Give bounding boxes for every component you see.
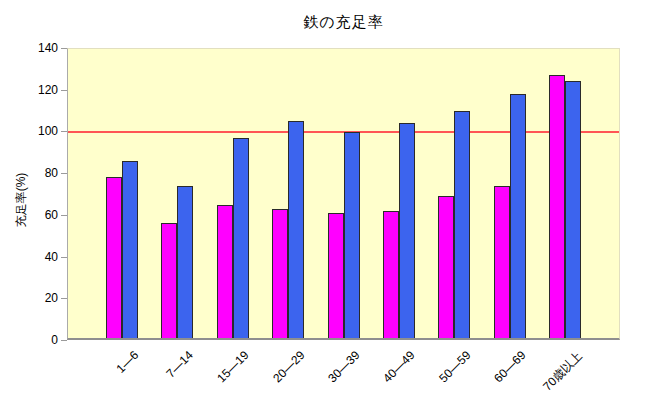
y-tick-mark: [61, 215, 67, 216]
y-tick-mark: [61, 48, 67, 49]
x-tick-label: 50—59: [436, 348, 473, 385]
y-tick-label: 120: [22, 82, 58, 98]
x-tick-label: 70歳以上: [539, 348, 586, 395]
y-tick-label: 40: [22, 249, 58, 265]
y-tick-mark: [61, 131, 67, 132]
y-tick-label: 20: [22, 290, 58, 306]
y-tick-label: 0: [22, 332, 58, 348]
x-tick-label: 30—39: [325, 348, 362, 385]
y-tick-label: 80: [22, 165, 58, 181]
bar-blue: [454, 111, 470, 338]
x-tick-label: 1—6: [113, 348, 141, 376]
bar-blue: [510, 94, 526, 338]
bar-blue: [399, 123, 415, 338]
bar-magenta: [549, 75, 565, 338]
y-tick-mark: [61, 340, 67, 341]
bar-blue: [233, 138, 249, 338]
bar-magenta: [494, 186, 510, 338]
y-tick-mark: [61, 298, 67, 299]
y-tick-label: 100: [22, 123, 58, 139]
x-tick-label: 15—19: [214, 348, 251, 385]
bar-magenta: [106, 177, 122, 338]
bar-magenta: [328, 213, 344, 338]
x-tick-label: 40—49: [381, 348, 418, 385]
bar-magenta: [383, 211, 399, 338]
y-tick-label: 60: [22, 207, 58, 223]
y-tick-mark: [61, 173, 67, 174]
y-tick-mark: [61, 90, 67, 91]
bar-blue: [565, 81, 581, 338]
bar-blue: [122, 161, 138, 338]
y-tick-mark: [61, 257, 67, 258]
bar-chart: 鉄の充足率 充足率(%) 020406080100120140 1—67—141…: [0, 0, 652, 412]
bar-blue: [288, 121, 304, 338]
bar-blue: [344, 132, 360, 338]
plot-area: [67, 48, 620, 340]
x-tick-label: 20—29: [270, 348, 307, 385]
bar-magenta: [161, 223, 177, 338]
bar-magenta: [272, 209, 288, 338]
bar-magenta: [217, 205, 233, 338]
y-tick-label: 140: [22, 40, 58, 56]
x-tick-label: 7—14: [164, 348, 197, 381]
chart-title: 鉄の充足率: [67, 13, 620, 32]
bar-blue: [177, 186, 193, 338]
bar-magenta: [438, 196, 454, 338]
x-tick-label: 60—69: [491, 348, 528, 385]
